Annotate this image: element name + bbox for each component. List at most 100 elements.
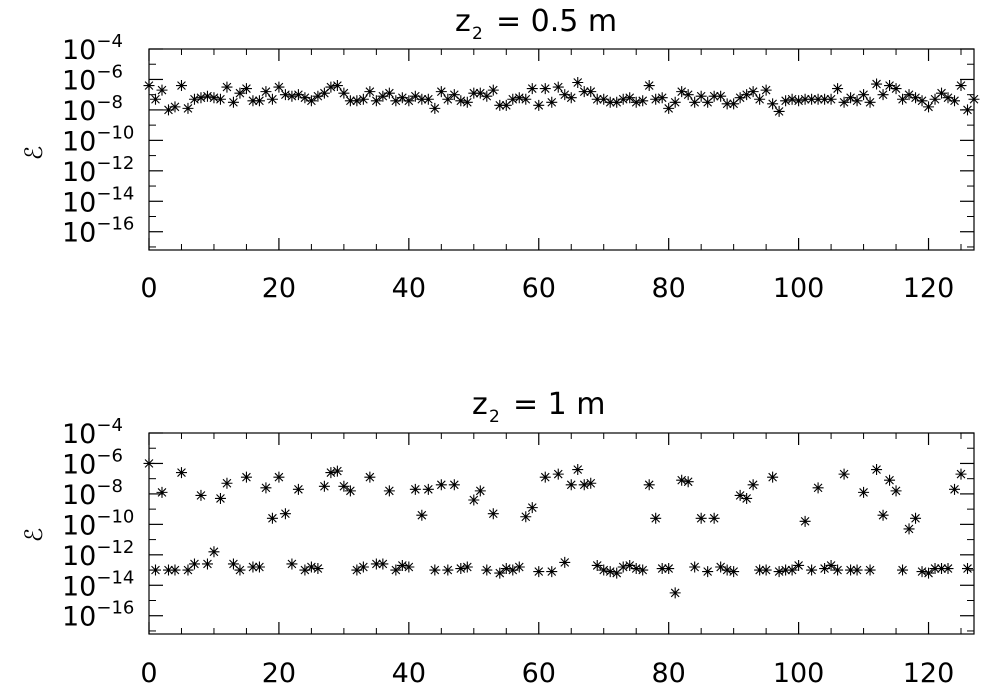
data-point xyxy=(325,467,337,479)
data-point xyxy=(793,559,805,571)
data-point xyxy=(299,564,311,576)
data-point xyxy=(897,93,909,105)
y-axis-label: ℰ xyxy=(20,528,48,543)
data-point xyxy=(357,93,369,105)
data-point xyxy=(611,567,623,579)
data-point xyxy=(253,561,265,573)
data-point xyxy=(188,558,200,570)
data-point xyxy=(949,483,961,495)
title-variable: z xyxy=(455,4,471,39)
data-point xyxy=(734,92,746,104)
data-point xyxy=(669,96,681,108)
data-point xyxy=(338,480,350,492)
data-point xyxy=(221,81,233,93)
data-point xyxy=(422,483,434,495)
data-point xyxy=(416,509,428,521)
data-point xyxy=(721,564,733,576)
x-tick-label: 60 xyxy=(522,658,556,689)
data-point xyxy=(780,564,792,576)
data-point xyxy=(442,93,454,105)
data-point xyxy=(695,90,707,102)
data-point xyxy=(351,95,363,107)
data-point xyxy=(455,563,467,575)
data-point xyxy=(546,566,558,578)
y-tick-label: 10−6 xyxy=(62,61,123,96)
data-point xyxy=(500,99,512,111)
data-point xyxy=(702,96,714,108)
data-point xyxy=(507,93,519,105)
data-point xyxy=(240,471,252,483)
data-point xyxy=(637,564,649,576)
data-point xyxy=(448,479,460,491)
data-point xyxy=(754,93,766,105)
data-point xyxy=(591,93,603,105)
data-point xyxy=(890,485,902,497)
data-point xyxy=(929,93,941,105)
data-point xyxy=(331,80,343,92)
data-point xyxy=(643,80,655,92)
data-point xyxy=(403,561,415,573)
data-point xyxy=(585,86,597,98)
plot-frame xyxy=(148,48,975,251)
data-point xyxy=(390,564,402,576)
data-point xyxy=(799,93,811,105)
data-point xyxy=(760,564,772,576)
data-point xyxy=(942,563,954,575)
data-point xyxy=(708,90,720,102)
data-point xyxy=(266,512,278,524)
data-point xyxy=(676,474,688,486)
data-point xyxy=(292,483,304,495)
data-point xyxy=(572,464,584,476)
data-point xyxy=(793,95,805,107)
data-point xyxy=(416,93,428,105)
data-point xyxy=(903,523,915,535)
data-point xyxy=(357,561,369,573)
data-point xyxy=(747,479,759,491)
data-point xyxy=(474,87,486,99)
data-point xyxy=(188,93,200,105)
data-point xyxy=(767,98,779,110)
x-tick-label: 100 xyxy=(773,273,825,304)
data-point xyxy=(182,102,194,114)
data-point xyxy=(676,86,688,98)
data-point xyxy=(812,93,824,105)
data-point xyxy=(344,485,356,497)
data-point xyxy=(643,479,655,491)
data-point xyxy=(916,566,928,578)
data-point xyxy=(364,86,376,98)
data-point xyxy=(825,93,837,105)
data-point xyxy=(877,89,889,101)
data-point xyxy=(279,89,291,101)
data-point xyxy=(468,87,480,99)
data-point xyxy=(162,564,174,576)
data-point xyxy=(552,81,564,93)
x-tick-label: 120 xyxy=(903,658,955,689)
data-point xyxy=(929,563,941,575)
x-axis: 0 20 40 60 80 100 120 xyxy=(140,49,962,304)
x-tick-label: 80 xyxy=(652,658,686,689)
data-point xyxy=(286,90,298,102)
data-point xyxy=(201,558,213,570)
data-point xyxy=(494,567,506,579)
data-point xyxy=(916,95,928,107)
title-value: = 0.5 m xyxy=(496,4,617,39)
data-point xyxy=(429,102,441,114)
x-tick-label: 80 xyxy=(652,273,686,304)
data-point xyxy=(305,561,317,573)
title-subscript: 2 xyxy=(489,407,500,427)
data-point xyxy=(182,564,194,576)
data-point xyxy=(858,486,870,498)
data-point xyxy=(351,564,363,576)
x-tick-label: 120 xyxy=(903,273,955,304)
y-tick-label: 10−8 xyxy=(62,476,123,511)
plot-frame xyxy=(148,432,975,635)
data-point xyxy=(968,93,980,105)
data-point xyxy=(279,508,291,520)
data-point xyxy=(409,90,421,102)
data-point xyxy=(910,512,922,524)
y-tick-label: 10−14 xyxy=(62,183,134,218)
data-point xyxy=(962,563,974,575)
